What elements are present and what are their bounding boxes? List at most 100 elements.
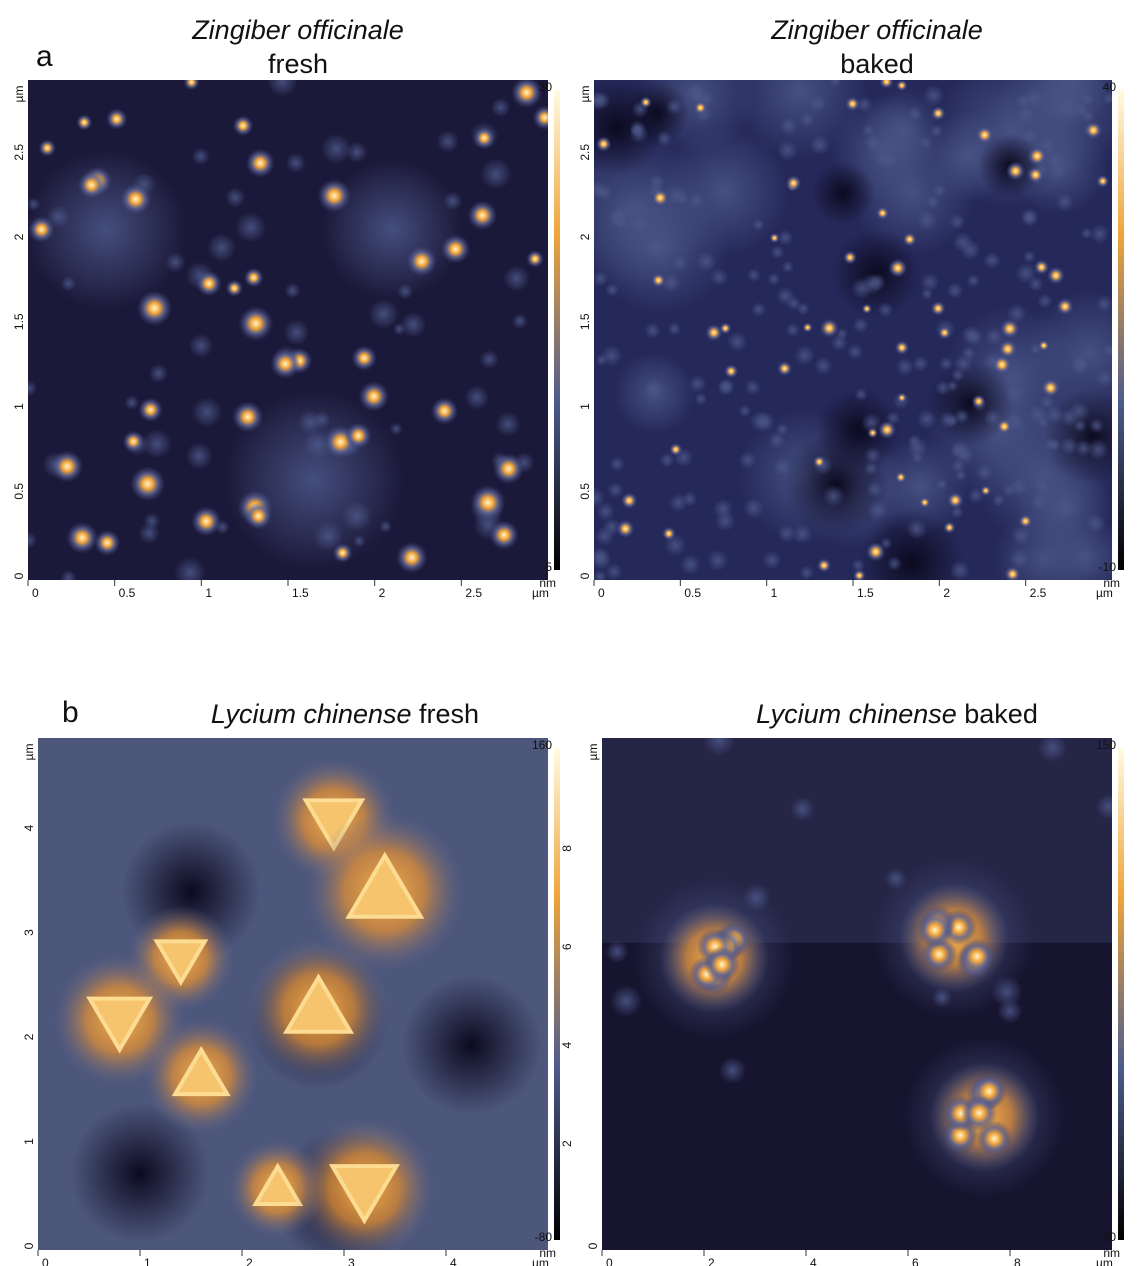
feature [491, 98, 510, 117]
feature [662, 527, 676, 541]
feature [353, 535, 365, 547]
feature [923, 85, 944, 106]
feature [950, 440, 970, 460]
feature [526, 250, 544, 268]
feature [878, 421, 896, 439]
feature [949, 214, 965, 230]
feature [950, 560, 970, 580]
feature [232, 401, 263, 432]
feature [1044, 388, 1140, 484]
feature [885, 868, 907, 890]
feature [1089, 418, 1104, 433]
x-tick-label: 3 [348, 1256, 355, 1266]
feature [512, 313, 528, 329]
feature [861, 274, 882, 295]
feature [777, 230, 793, 246]
y-tick-label: 1.5 [578, 313, 592, 330]
feature [1060, 437, 1079, 456]
feature [939, 411, 957, 429]
y-tick-label: 2 [22, 1033, 36, 1040]
feature [226, 280, 243, 297]
feature [843, 251, 857, 265]
feature [809, 95, 827, 113]
feature [464, 385, 489, 410]
feature [1096, 175, 1109, 188]
feature [739, 451, 757, 469]
feature [896, 358, 914, 376]
feature [694, 101, 708, 115]
feature [106, 108, 127, 129]
y-tick-label: 2 [578, 233, 592, 240]
x-tick-label: 1.5 [857, 586, 874, 600]
feature [644, 379, 663, 398]
feature [1069, 401, 1089, 421]
feature [616, 520, 634, 538]
feature [245, 502, 272, 529]
feature [750, 410, 771, 431]
feature [191, 506, 221, 536]
colorbar [554, 748, 560, 1240]
feature [644, 322, 660, 338]
feature [321, 134, 351, 164]
feature [379, 520, 392, 533]
feature [926, 195, 940, 209]
feature [470, 485, 506, 521]
feature [196, 271, 222, 297]
feature [192, 147, 210, 165]
y-tick-label: 1 [12, 403, 26, 410]
y-tick-label: 0.5 [12, 483, 26, 500]
feature [715, 510, 736, 531]
feature [682, 491, 697, 506]
feature [703, 724, 735, 756]
x-tick-label: 2.5 [465, 586, 482, 600]
feature [591, 549, 612, 570]
colorbar-max: 40 [1103, 80, 1117, 94]
feature [66, 522, 98, 554]
state: baked [957, 699, 1038, 729]
feature [742, 883, 770, 911]
feature [1057, 498, 1076, 517]
feature [1000, 319, 1020, 339]
x-tick-label: 2.5 [1030, 586, 1047, 600]
feature [1096, 794, 1121, 819]
y-tick-label: 0 [578, 572, 592, 579]
y-tick-label: 0 [22, 1242, 36, 1249]
feature [917, 912, 953, 948]
feature [1003, 484, 1016, 497]
colorbar-unit: nm [1103, 1246, 1120, 1260]
feature [286, 153, 306, 173]
feature [402, 975, 542, 1115]
feature [401, 312, 427, 338]
feature [992, 355, 1012, 375]
feature [751, 302, 766, 317]
feature [752, 219, 765, 232]
feature [592, 91, 611, 110]
feature [1016, 263, 1037, 284]
x-tick-label: 2 [379, 586, 386, 600]
feature [719, 322, 731, 334]
feature [38, 139, 56, 157]
x-tick-label: 1 [205, 586, 212, 600]
feature [777, 140, 798, 161]
feature [496, 412, 521, 437]
feature [284, 320, 310, 346]
feature [864, 134, 882, 152]
feature [778, 524, 796, 542]
y-unit: µm [586, 744, 600, 761]
feature [533, 105, 557, 129]
feature [907, 106, 923, 122]
feature [123, 431, 145, 453]
feature [183, 74, 199, 90]
x-tick-label: 4 [810, 1256, 817, 1266]
feature [1004, 383, 1025, 404]
feature [876, 207, 889, 220]
afm-image [602, 724, 1121, 1250]
feature [780, 117, 798, 135]
y-tick-label: 2.5 [578, 144, 592, 161]
feature [666, 98, 683, 115]
x-tick-label: 2 [246, 1256, 253, 1266]
feature [896, 80, 907, 91]
feature [983, 252, 1000, 269]
feature [669, 443, 682, 456]
feature [854, 388, 867, 401]
